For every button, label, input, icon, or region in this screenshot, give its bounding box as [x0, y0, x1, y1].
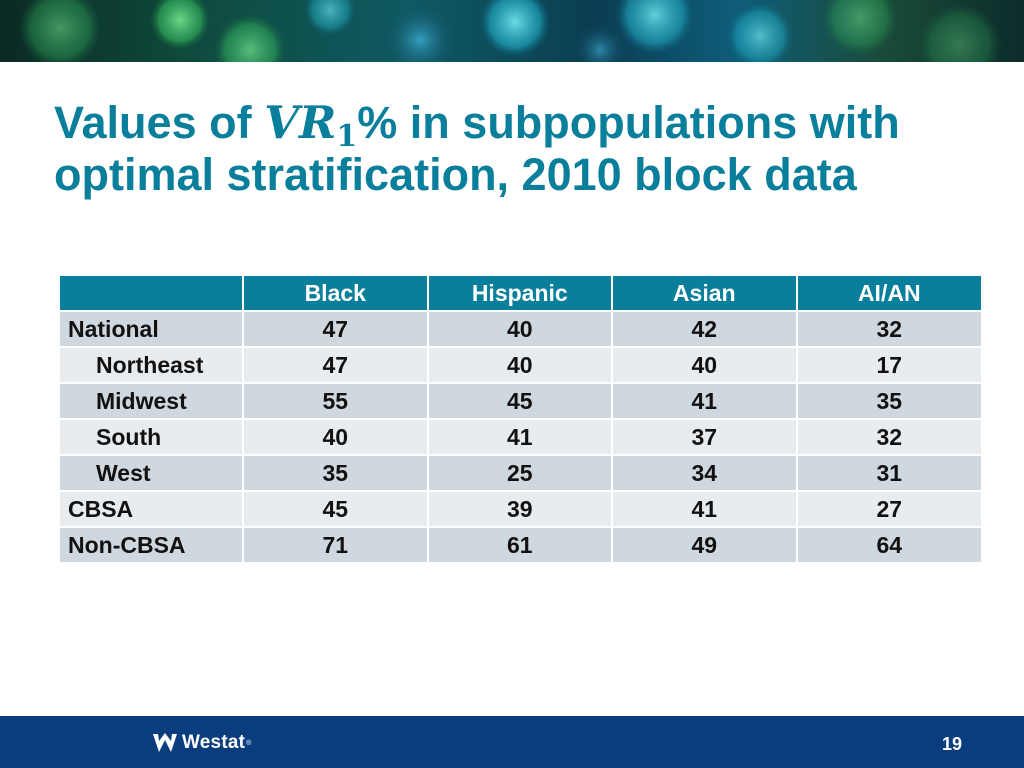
title-math-main: VR: [264, 96, 337, 149]
bokeh-graphic: [18, 0, 1002, 62]
title-math-symbol: VR1: [264, 96, 357, 152]
table-cell: 45: [427, 383, 613, 420]
footer-bar: Westat ® 19: [0, 716, 1024, 768]
table-header-cell: AI/AN: [796, 276, 981, 312]
table-cell: 40: [612, 347, 798, 384]
row-label: Northeast: [60, 347, 244, 384]
table-row: Non-CBSA 71 61 49 64: [60, 527, 981, 564]
table-row: CBSA 45 39 41 27: [60, 491, 981, 528]
table-cell: 45: [243, 491, 429, 528]
table-cell: 47: [243, 311, 429, 348]
table-row: Midwest 55 45 41 35: [60, 383, 981, 420]
table-cell: 47: [243, 347, 429, 384]
logo-text: Westat: [182, 732, 246, 753]
row-label: South: [60, 419, 244, 456]
table-row: Northeast 47 40 40 17: [60, 347, 981, 384]
table-cell: 42: [612, 311, 798, 348]
table-row: National 47 40 42 32: [60, 311, 981, 348]
table-cell: 35: [796, 383, 981, 420]
table-header-cell: Black: [243, 276, 429, 312]
title-prefix: Values of: [54, 97, 265, 148]
table-row: West 35 25 34 31: [60, 455, 981, 492]
table-cell: 55: [243, 383, 429, 420]
table-header-cell: Asian: [612, 276, 798, 312]
row-label: CBSA: [60, 491, 244, 528]
westat-logo: Westat ®: [152, 731, 251, 755]
table-cell: 35: [243, 455, 429, 492]
table-cell: 32: [796, 311, 981, 348]
row-label: National: [60, 311, 244, 348]
table-cell: 49: [612, 527, 798, 564]
table-cell: 37: [612, 419, 798, 456]
table-cell: 17: [796, 347, 981, 384]
table-cell: 40: [427, 311, 613, 348]
table-cell: 39: [427, 491, 613, 528]
data-table: Black Hispanic Asian AI/AN National 47 4…: [60, 276, 981, 564]
row-label: Non-CBSA: [60, 527, 244, 564]
table-cell: 40: [427, 347, 613, 384]
table-cell: 64: [796, 527, 981, 564]
table-cell: 41: [612, 491, 798, 528]
logo-registered-mark: ®: [246, 739, 252, 747]
row-label: West: [60, 455, 244, 492]
decorative-banner: [0, 0, 1024, 62]
title-math-subscript: 1: [336, 119, 358, 154]
page-number: 19: [941, 734, 962, 754]
table-cell: 31: [796, 455, 981, 492]
table-header-row: Black Hispanic Asian AI/AN: [60, 276, 981, 312]
table-cell: 41: [612, 383, 798, 420]
slide-title: Values of VR1% in subpopulations with op…: [54, 97, 1004, 201]
table-cell: 27: [796, 491, 981, 528]
table-cell: 41: [427, 419, 613, 456]
westat-logo-icon: [153, 733, 177, 752]
table-cell: 32: [796, 419, 981, 456]
table-cell: 71: [243, 527, 429, 564]
table-cell: 34: [612, 455, 798, 492]
table-header-cell: [60, 276, 244, 312]
table-cell: 61: [427, 527, 613, 564]
table-row: South 40 41 37 32: [60, 419, 981, 456]
table-cell: 25: [427, 455, 613, 492]
title-suffix: % in subpopulations with optimal stratif…: [54, 97, 900, 200]
row-label: Midwest: [60, 383, 244, 420]
table-cell: 40: [243, 419, 429, 456]
table-header-cell: Hispanic: [427, 276, 613, 312]
